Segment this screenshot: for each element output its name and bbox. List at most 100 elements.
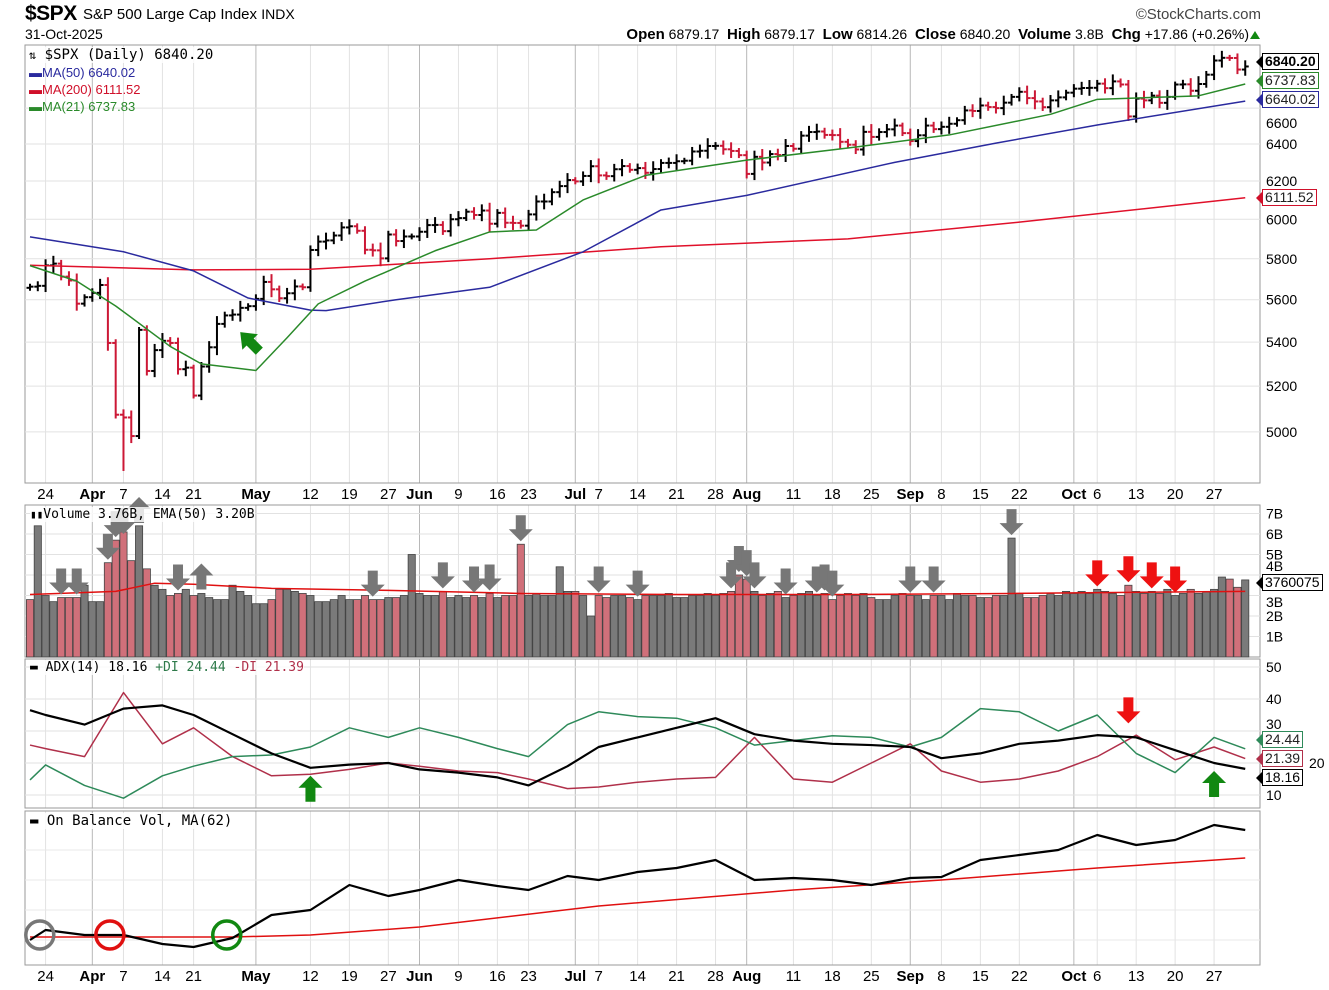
volume-bar xyxy=(438,591,447,658)
arrow-down-icon xyxy=(999,509,1024,536)
arrow-down-icon xyxy=(921,566,946,593)
volume-bar xyxy=(594,595,603,658)
date-axis-label: 14 xyxy=(154,486,171,503)
volume-bar xyxy=(968,595,977,658)
price-bar xyxy=(634,163,642,175)
price-bar xyxy=(743,150,751,179)
ma50-legend-text: MA(50) 6640.02 xyxy=(42,65,136,80)
chart-marks xyxy=(25,50,1250,949)
volume-bar xyxy=(329,599,338,658)
volume-bar xyxy=(322,601,331,658)
volume-bar xyxy=(906,595,915,658)
volume-bars-icon: ▮▮ xyxy=(30,508,44,521)
date-axis-label: 25 xyxy=(863,486,880,503)
panel-frame xyxy=(24,44,1261,484)
price-bar xyxy=(291,279,299,301)
legend-line-icon: ▬ xyxy=(29,99,42,114)
volume-bar xyxy=(1046,593,1055,658)
volume-bar xyxy=(610,595,619,658)
price-bar xyxy=(976,97,984,119)
price-bar xyxy=(969,104,977,118)
volume-legend: ▮▮Volume 3.76B, EMA(50) 3.20B xyxy=(30,507,255,522)
price-bar xyxy=(649,161,657,181)
copyright-logo[interactable]: ©StockCharts.com xyxy=(1135,6,1261,23)
date-axis-label: May xyxy=(241,968,271,985)
date-axis-label: 19 xyxy=(341,486,358,503)
date-axis-label: 18 xyxy=(824,968,841,985)
date-axis-label: 13 xyxy=(1128,486,1145,503)
volume-bar xyxy=(656,595,665,658)
volume-bar xyxy=(205,597,214,658)
volume-bar xyxy=(493,597,502,658)
price-bar xyxy=(766,150,774,167)
date-axis-label: 14 xyxy=(629,486,646,503)
price-axis-label: 6000 xyxy=(1266,211,1297,227)
ma50-tag: 6640.02 xyxy=(1256,91,1319,108)
price-bar xyxy=(260,275,268,306)
price-bar xyxy=(844,138,852,148)
price-axis-label: 5200 xyxy=(1266,378,1297,394)
volume-bar xyxy=(579,595,588,658)
price-bar xyxy=(1101,78,1109,94)
ma200-line xyxy=(29,197,1246,271)
volume-bar xyxy=(805,591,814,658)
volume-tag: 3760075 xyxy=(1256,573,1323,591)
price-bar xyxy=(158,333,166,358)
price-bar xyxy=(821,127,829,139)
arrow-down-icon xyxy=(1116,556,1141,583)
price-bar xyxy=(197,362,205,401)
price-bar xyxy=(236,300,244,322)
date-axis-label: 27 xyxy=(1206,968,1223,985)
arrow-down-icon xyxy=(49,568,74,595)
volume-bar xyxy=(1132,591,1141,658)
volume-bar xyxy=(314,601,323,658)
date-axis-label: 27 xyxy=(1206,486,1223,503)
price-bar xyxy=(34,281,42,292)
date-axis-label: 12 xyxy=(302,968,319,985)
volume-bar xyxy=(64,597,73,658)
date-axis-label: 22 xyxy=(1011,968,1028,985)
price-bar xyxy=(610,163,618,182)
volume-bar xyxy=(781,597,790,658)
price-bar xyxy=(423,218,431,238)
axes: 5000 5200 5400 5600 5800 6000 6200 6400 6600 1B 2B… xyxy=(37,115,1325,985)
date-axis-label: Oct xyxy=(1061,486,1086,503)
price-bar xyxy=(1046,95,1054,113)
date-axis-label: 8 xyxy=(937,968,945,985)
price-bar xyxy=(1085,80,1093,96)
volume-bar xyxy=(711,595,720,658)
date-axis-label: Sep xyxy=(897,968,925,985)
date-axis-label: 24 xyxy=(37,486,54,503)
volume-bar xyxy=(1147,591,1156,658)
date-axis-label: 8 xyxy=(937,486,945,503)
volume-bar xyxy=(470,595,479,658)
volume-bar xyxy=(828,599,837,658)
price-bar xyxy=(517,220,525,229)
price-bar xyxy=(797,131,805,154)
price-bar xyxy=(1023,85,1031,105)
volume-bar xyxy=(197,593,206,658)
price-bar xyxy=(392,229,400,247)
volume-bar xyxy=(1225,578,1234,658)
volume-bar xyxy=(399,595,408,658)
volume-bar xyxy=(88,601,97,658)
date-axis-label: 9 xyxy=(454,486,462,503)
price-bar xyxy=(213,316,221,356)
price-bar xyxy=(470,207,478,220)
volume-bar xyxy=(337,595,346,658)
volume-bar xyxy=(306,595,315,658)
volume-bar xyxy=(251,603,260,658)
ma21-legend: ▬MA(21) 6737.83 xyxy=(29,99,135,114)
chg-value: +17.86 (+0.26%) xyxy=(1144,26,1249,42)
panel-frame xyxy=(24,658,1261,809)
date-axis-label: 7 xyxy=(594,968,602,985)
price-bar xyxy=(205,341,213,373)
volume-bar xyxy=(49,601,58,658)
volume-legend-text: Volume 3.76B, EMA(50) 3.20B xyxy=(43,507,255,522)
price-bar xyxy=(696,144,704,158)
date-axis-label: Jul xyxy=(564,968,586,985)
date-axis-label: 11 xyxy=(786,968,802,985)
volume-bar xyxy=(960,595,969,658)
volume-bar xyxy=(376,599,385,658)
